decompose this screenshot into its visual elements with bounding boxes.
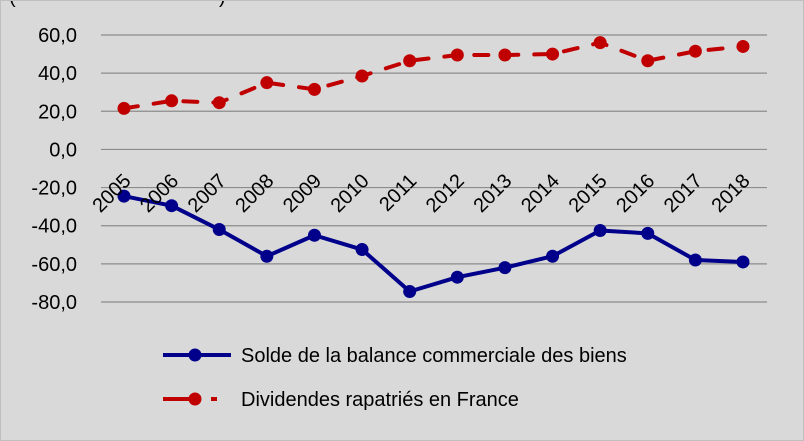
data-point (355, 243, 369, 257)
clipped-title-close-paren: ) (219, 1, 226, 8)
y-tick-label: 20,0 (38, 101, 77, 123)
data-point (498, 48, 512, 62)
data-point (688, 44, 702, 58)
data-point (165, 199, 179, 213)
data-point (307, 82, 321, 96)
y-tick-label: -40,0 (31, 216, 77, 238)
legend-label-dividendes: Dividendes rapatriés en France (241, 389, 519, 411)
data-point (117, 101, 131, 115)
y-tick-label: 0,0 (49, 139, 77, 161)
x-tick-label: 2015 (565, 170, 612, 217)
series-line-1 (122, 40, 745, 111)
x-tick-label: 2012 (422, 170, 469, 217)
data-point (403, 54, 417, 68)
data-point (498, 261, 512, 275)
legend: Solde de la balance commerciale des bien… (163, 345, 627, 411)
x-tick-label: 2014 (517, 170, 564, 217)
legend-marker-dividendes (188, 392, 202, 406)
data-point (212, 96, 226, 110)
legend-label-solde: Solde de la balance commerciale des bien… (241, 345, 627, 367)
data-point (260, 249, 274, 263)
data-point (212, 223, 226, 237)
data-point (450, 270, 464, 284)
data-point (641, 54, 655, 68)
data-point (546, 249, 560, 263)
x-tick-label: 2009 (279, 170, 326, 217)
x-tick-label: 2017 (660, 170, 707, 217)
x-tick-label: 2007 (184, 170, 231, 217)
data-point (260, 76, 274, 90)
data-point (688, 253, 702, 267)
data-point (593, 223, 607, 237)
data-point (546, 47, 560, 61)
clipped-title-open-paren: ( (9, 1, 16, 8)
data-point (117, 189, 131, 203)
y-tick-label: 60,0 (38, 25, 77, 47)
x-axis-tick-labels: 2005 2006 2007 2008 2009 2010 2011 2012 2013 2014… (89, 170, 755, 217)
data-point (307, 228, 321, 242)
x-tick-label: 2011 (375, 170, 421, 216)
series-line-0 (122, 194, 745, 294)
y-tick-label: 40,0 (38, 63, 77, 85)
legend-marker-solde (188, 348, 202, 362)
y-tick-label: -80,0 (31, 292, 77, 314)
data-point (593, 36, 607, 50)
data-point (450, 48, 464, 62)
data-point (165, 94, 179, 108)
data-point (736, 255, 750, 269)
x-tick-label: 2008 (231, 170, 278, 217)
x-tick-label: 2010 (327, 170, 374, 217)
data-point (641, 226, 655, 240)
y-tick-label: -60,0 (31, 254, 77, 276)
series-lines (117, 36, 750, 299)
y-axis-tick-labels: 60,0 40,0 20,0 0,0 -20,0 -40,0 -60,0 -80,0 (31, 25, 77, 314)
x-tick-label: 2013 (469, 170, 516, 217)
data-point (736, 39, 750, 53)
x-tick-label: 2016 (612, 170, 659, 217)
x-tick-label: 2018 (708, 170, 755, 217)
gridlines (101, 34, 767, 303)
y-tick-label: -20,0 (31, 178, 77, 200)
data-point (403, 285, 417, 299)
data-point (355, 69, 369, 83)
